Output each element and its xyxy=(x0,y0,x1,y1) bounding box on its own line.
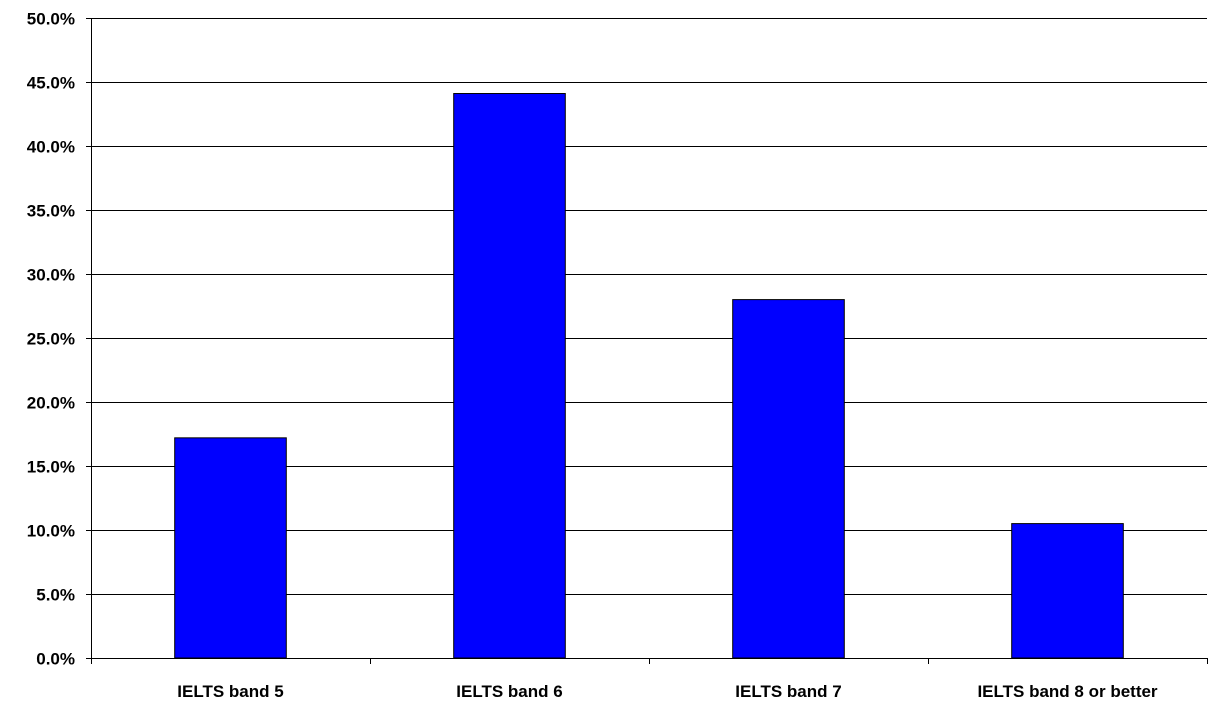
y-axis-tick-labels: 0.0% 5.0% 10.0% 15.0% 20.0% 25.0% 30.0% 35.0% 40… xyxy=(27,10,75,669)
x-axis-tick-labels: IELTS band 5 IELTS band 6 IELTS band 7 IELT… xyxy=(177,682,1158,701)
bar xyxy=(732,299,845,659)
y-tick-label: 50.0% xyxy=(27,10,75,29)
x-tick-label: IELTS band 6 xyxy=(456,682,562,701)
axes xyxy=(86,18,1208,664)
y-tick-label: 20.0% xyxy=(27,394,75,413)
y-tick-label: 40.0% xyxy=(27,138,75,157)
bar xyxy=(1011,523,1124,659)
y-tick-label: 45.0% xyxy=(27,74,75,93)
bar-series xyxy=(174,93,1124,659)
bar xyxy=(174,437,287,659)
y-tick-label: 5.0% xyxy=(36,586,75,605)
y-tick-label: 10.0% xyxy=(27,522,75,541)
y-tick-label: 30.0% xyxy=(27,266,75,285)
bar xyxy=(453,93,566,659)
y-tick-label: 15.0% xyxy=(27,458,75,477)
x-tick-label: IELTS band 5 xyxy=(177,682,283,701)
y-tick-label: 0.0% xyxy=(36,650,75,669)
x-tick-label: IELTS band 8 or better xyxy=(977,682,1157,701)
y-tick-label: 25.0% xyxy=(27,330,75,349)
x-tick-label: IELTS band 7 xyxy=(735,682,841,701)
y-tick-label: 35.0% xyxy=(27,202,75,221)
